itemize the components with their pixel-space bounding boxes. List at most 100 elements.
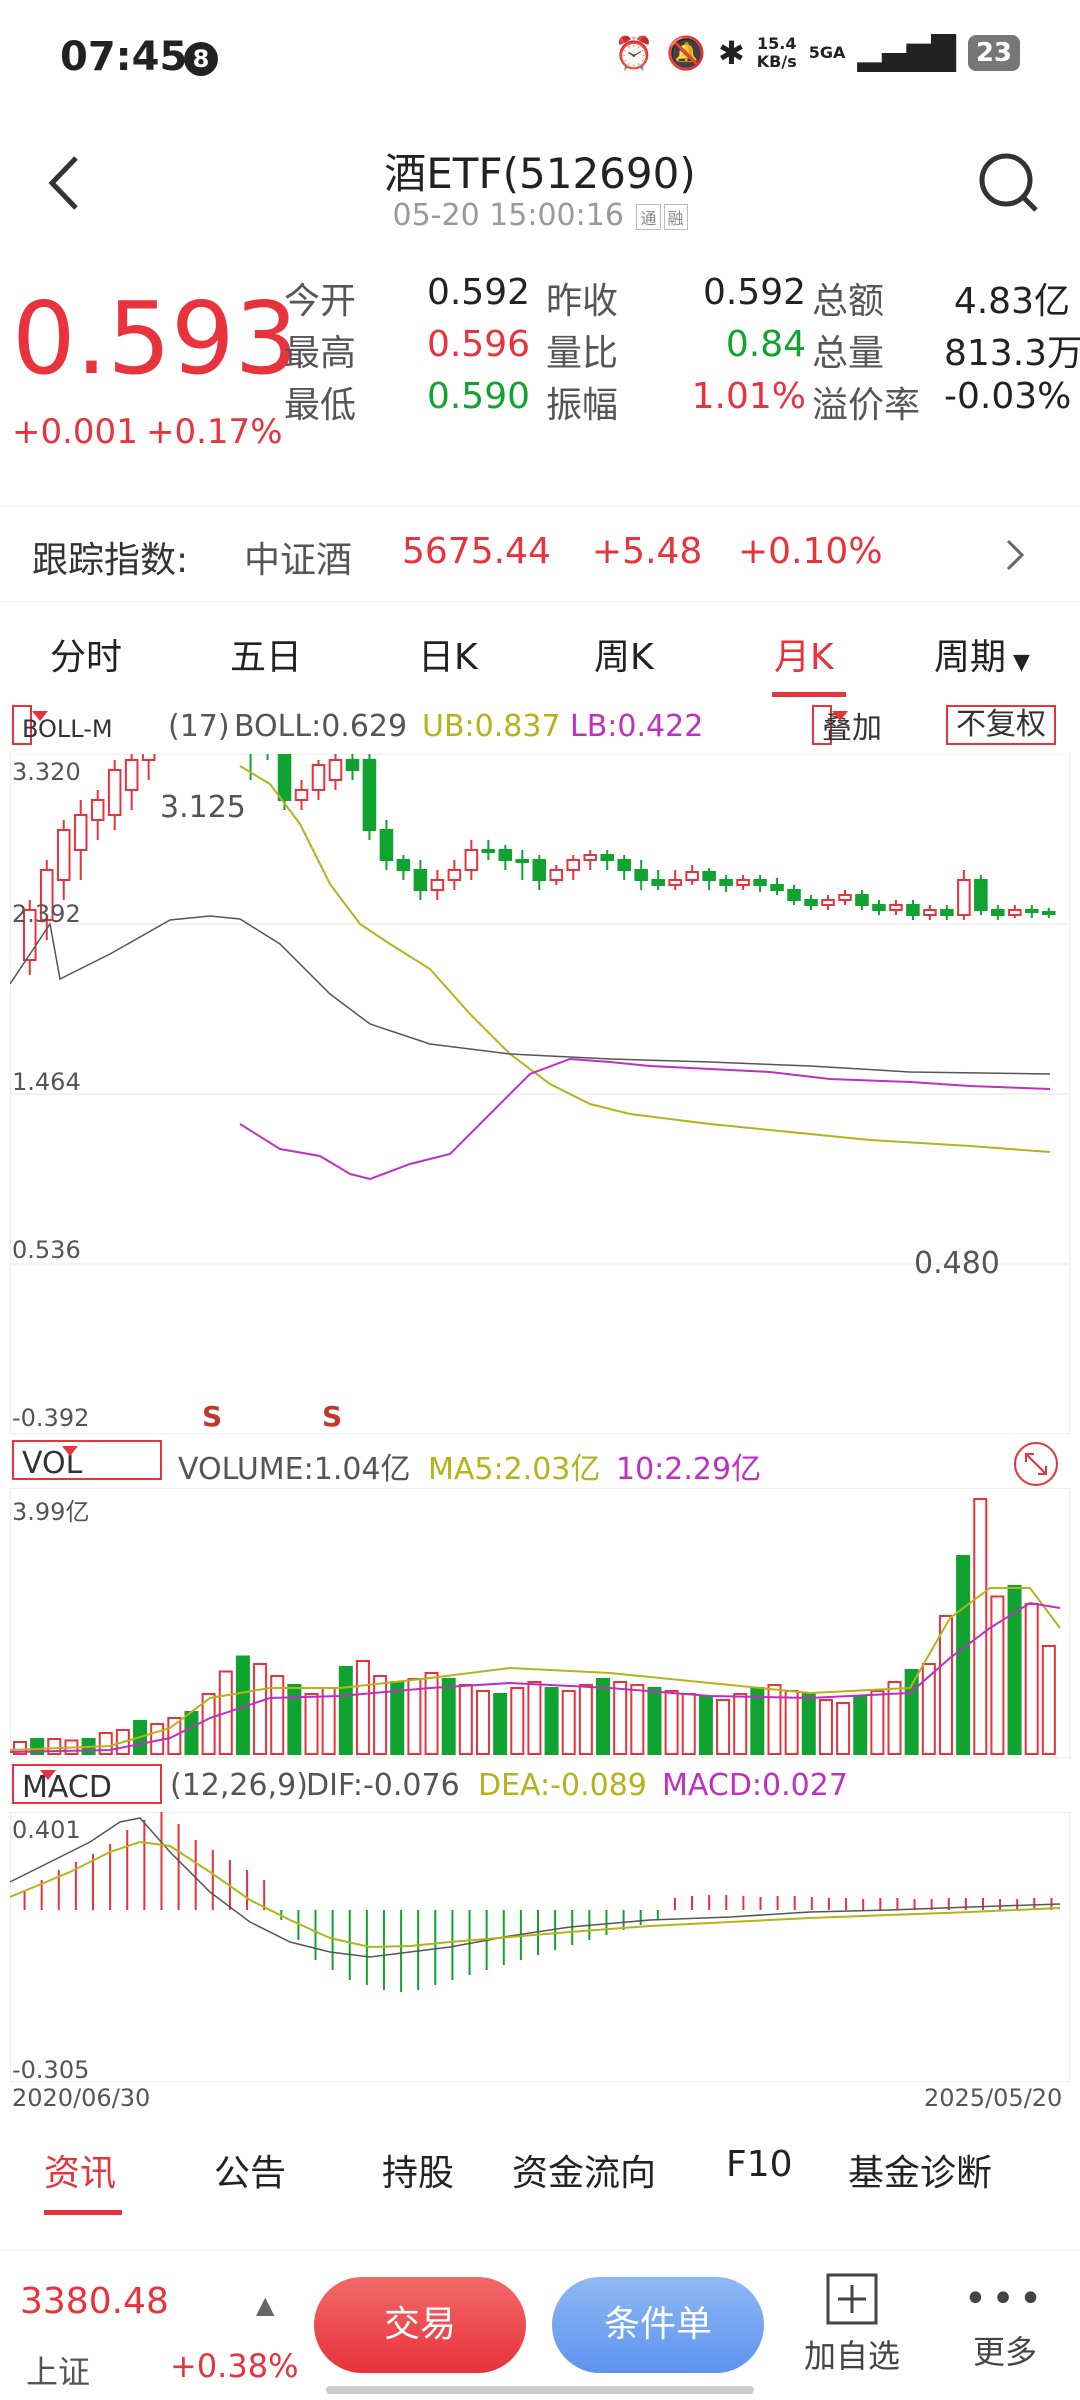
tab-announcements[interactable]: 公告 xyxy=(214,2153,287,2194)
candle xyxy=(413,869,428,891)
vol-selector[interactable]: VOL xyxy=(12,1440,162,1481)
volume-bar xyxy=(647,1687,662,1755)
candle xyxy=(991,909,1005,916)
boll-lb-line xyxy=(239,1057,1051,1181)
volume-bar xyxy=(801,1693,816,1755)
volume-bar xyxy=(818,1699,833,1755)
candle xyxy=(889,904,903,911)
candle xyxy=(73,814,88,851)
current-price: 0.593 xyxy=(12,280,299,397)
overlay-selector[interactable]: 叠加 xyxy=(812,705,882,746)
quote-label: 最高 xyxy=(284,333,357,374)
candle xyxy=(940,909,954,916)
tab-underline xyxy=(772,692,846,697)
tab-rik[interactable]: 日K xyxy=(418,637,478,678)
more-dots-icon: ••• xyxy=(963,2276,1047,2322)
period-tabs: 分时 五日 日K 周K 月K 周期 ▼ xyxy=(0,610,1080,700)
macd-selector[interactable]: MACD xyxy=(12,1764,162,1805)
clock: 07:45 xyxy=(60,34,188,80)
candle xyxy=(804,899,818,906)
sh-index-value[interactable]: 3380.48 xyxy=(20,2281,169,2322)
volume-bar xyxy=(544,1687,559,1755)
candle xyxy=(39,869,54,921)
more-button[interactable]: ••• 更多 xyxy=(950,2271,1060,2391)
condition-order-button[interactable]: 条件单 xyxy=(552,2277,764,2373)
volume-bar xyxy=(664,1690,679,1755)
fuquan-button[interactable]: 不复权 xyxy=(946,705,1056,745)
index-name: 中证酒 xyxy=(244,540,353,581)
tracking-index-bar[interactable]: 跟踪指数: 中证酒 5675.44 +5.48 +0.10% xyxy=(0,506,1080,602)
candle xyxy=(56,829,71,881)
volume-bar xyxy=(253,1663,268,1755)
vol-top-label: 3.99亿 xyxy=(12,1498,90,1526)
volume-bar xyxy=(510,1687,525,1755)
macd-top-label: 0.401 xyxy=(12,1816,81,1844)
volume-bar xyxy=(1041,1645,1056,1755)
back-icon[interactable] xyxy=(36,148,96,218)
expand-icon[interactable] xyxy=(1012,1440,1060,1488)
boll-lb: LB:0.422 xyxy=(570,709,704,744)
quote-value: 1.01% xyxy=(691,376,806,417)
signal-s-1: S xyxy=(202,1400,223,1433)
tab-capital-flow[interactable]: 资金流向 xyxy=(512,2153,657,2194)
volume-bar xyxy=(1024,1603,1039,1755)
volume-bar xyxy=(475,1690,490,1755)
macd-chart[interactable] xyxy=(10,1812,1070,2082)
tab-holdings[interactable]: 持股 xyxy=(382,2153,455,2194)
boll-param: (17) xyxy=(168,709,230,744)
search-icon[interactable] xyxy=(974,148,1044,218)
candle xyxy=(906,904,920,916)
candle xyxy=(294,789,309,801)
tab-fenshi[interactable]: 分时 xyxy=(50,637,123,678)
candle xyxy=(685,871,699,881)
volume-bar xyxy=(681,1693,696,1755)
candle xyxy=(464,849,479,871)
kline-chart[interactable] xyxy=(10,754,1070,1434)
candle xyxy=(600,854,614,861)
volume-bar xyxy=(458,1684,473,1755)
volume-bar xyxy=(938,1615,953,1755)
vol-ma10-line xyxy=(10,1601,1061,1753)
tab-yuek[interactable]: 月K xyxy=(774,637,834,678)
candle xyxy=(974,879,988,911)
tong-tag: 通 xyxy=(636,203,661,230)
volume-bar xyxy=(424,1672,439,1755)
candle xyxy=(702,871,716,881)
macd-dea-line xyxy=(10,1840,1061,1949)
candle xyxy=(498,849,513,861)
volume-bar xyxy=(767,1684,782,1755)
trade-button[interactable]: 交易 xyxy=(314,2277,526,2373)
boll-selector[interactable]: BOLL-M xyxy=(12,705,113,745)
volume-bar xyxy=(321,1687,336,1755)
add-watchlist-button[interactable]: 加自选 xyxy=(792,2271,912,2391)
volume-bar xyxy=(390,1681,405,1755)
tab-period[interactable]: 周期 ▼ xyxy=(934,637,1030,678)
candle xyxy=(1042,911,1056,915)
candle xyxy=(396,859,411,871)
price-change-pct: +0.17% xyxy=(146,412,283,452)
quote-label: 振幅 xyxy=(546,385,619,426)
quote-value: 4.83亿 xyxy=(953,281,1070,322)
dropdown-icon xyxy=(832,711,848,721)
signal-s-2: S xyxy=(322,1400,343,1433)
candle xyxy=(770,884,784,891)
volume-bar xyxy=(630,1684,645,1755)
tab-news[interactable]: 资讯 xyxy=(44,2153,117,2194)
tab-f10[interactable]: F10 xyxy=(726,2144,793,2185)
y-label-bottom: -0.392 xyxy=(12,1404,90,1432)
more-label: 更多 xyxy=(972,2333,1037,2371)
quote-row: 最低 0.590 振幅 1.01% 溢价率 -0.03% xyxy=(284,376,1071,436)
candle xyxy=(107,769,122,816)
tab-zhouk[interactable]: 周K xyxy=(594,637,654,678)
quote-label: 量比 xyxy=(546,333,619,374)
volume-bar xyxy=(990,1595,1005,1755)
candle xyxy=(583,854,598,861)
alarm-icon: ⏰ xyxy=(614,34,655,72)
dropdown-icon xyxy=(62,1446,78,1456)
volume-chart[interactable] xyxy=(10,1488,1070,1758)
tab-fund-diagnosis[interactable]: 基金诊断 xyxy=(848,2153,993,2194)
volume-bar xyxy=(373,1675,388,1755)
macd-param: (12,26,9) xyxy=(170,1768,308,1803)
tab-wuri[interactable]: 五日 xyxy=(230,637,303,678)
quote-value: 0.84 xyxy=(725,324,806,365)
